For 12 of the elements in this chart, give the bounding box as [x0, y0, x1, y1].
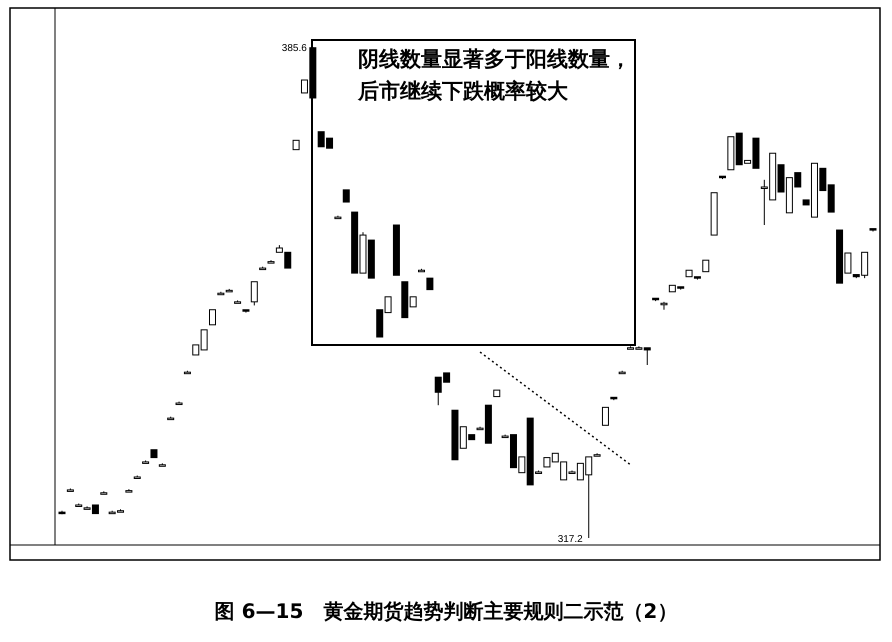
candlestick	[292, 140, 300, 150]
candlestick	[702, 260, 710, 272]
annotation: 后市继续下跌概率较大	[357, 79, 569, 103]
annotation: 317.2	[558, 534, 584, 545]
text: 图 6—15 黄金期货趋势判断主要规则二示范（2）	[214, 599, 678, 623]
candlestick	[250, 281, 258, 306]
candlestick	[342, 189, 350, 203]
candlestick	[602, 406, 609, 426]
annotation: 385.6	[282, 43, 308, 54]
annotation: 阴线数量显著多于阳线数量，	[358, 47, 631, 71]
candlestick	[426, 278, 434, 290]
candlestick	[208, 309, 216, 326]
